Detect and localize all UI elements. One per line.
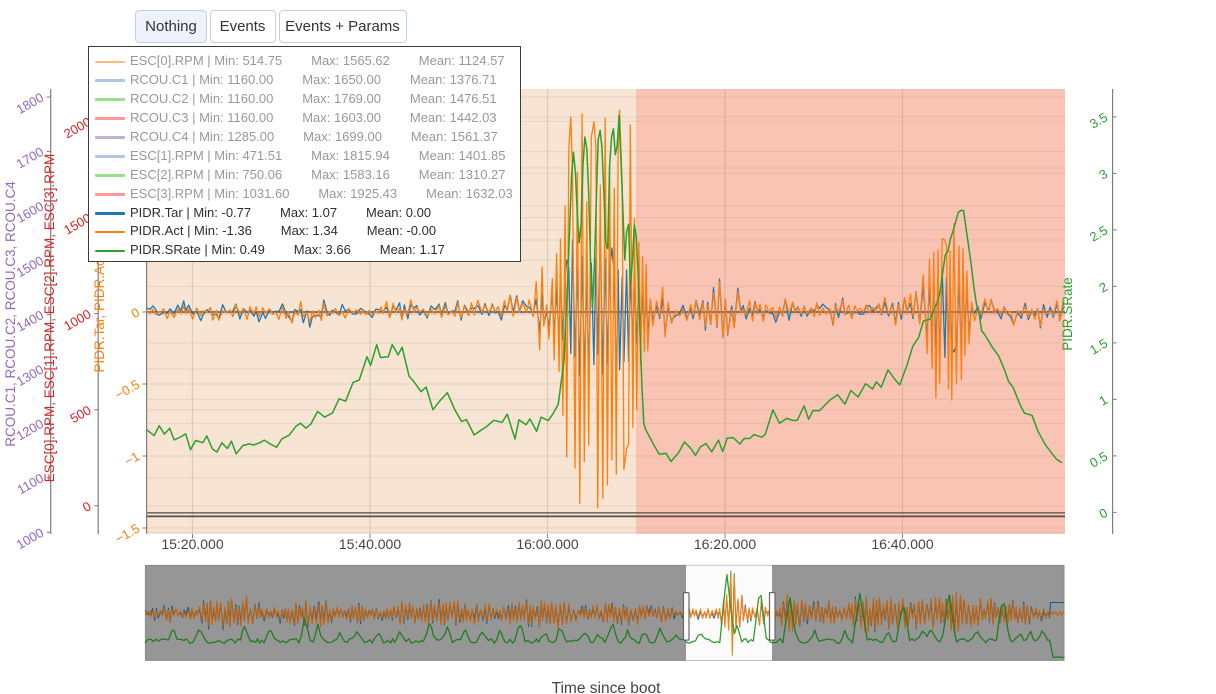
svg-text:−1.5: −1.5 <box>112 521 142 547</box>
svg-text:16:00.000: 16:00.000 <box>516 536 578 552</box>
svg-text:500: 500 <box>67 402 93 426</box>
svg-text:−0.5: −0.5 <box>112 377 142 403</box>
svg-text:PIDR.SRate: PIDR.SRate <box>1060 277 1075 351</box>
svg-text:1000: 1000 <box>61 306 94 333</box>
svg-text:2.5: 2.5 <box>1087 223 1110 245</box>
svg-text:−1: −1 <box>122 449 142 469</box>
svg-text:16:40.000: 16:40.000 <box>871 536 933 552</box>
svg-text:1000: 1000 <box>14 525 47 552</box>
svg-text:0: 0 <box>1096 505 1110 522</box>
svg-text:15:40.000: 15:40.000 <box>339 536 401 552</box>
svg-text:16:20.000: 16:20.000 <box>694 536 756 552</box>
svg-text:1800: 1800 <box>14 90 47 117</box>
svg-text:3: 3 <box>1096 166 1110 183</box>
svg-text:0.5: 0.5 <box>1087 449 1110 471</box>
svg-text:Time since boot: Time since boot <box>552 680 662 694</box>
svg-text:1.5: 1.5 <box>1087 336 1110 358</box>
svg-text:2: 2 <box>1096 279 1110 296</box>
svg-text:PIDR.Tar, PIDR.Act: PIDR.Tar, PIDR.Act <box>92 255 107 372</box>
svg-text:ESC[0].RPM, ESC[1].RPM, ESC[2]: ESC[0].RPM, ESC[1].RPM, ESC[2].RPM, ESC[… <box>42 154 57 483</box>
svg-text:3.5: 3.5 <box>1087 110 1110 132</box>
svg-text:1: 1 <box>1096 392 1110 409</box>
svg-text:RCOU.C1, RCOU.C2, RCOU.C3, RCO: RCOU.C1, RCOU.C2, RCOU.C3, RCOU.C4 <box>3 181 18 447</box>
svg-text:15:20.000: 15:20.000 <box>161 536 223 552</box>
svg-text:0: 0 <box>80 498 94 515</box>
svg-text:0: 0 <box>128 305 142 322</box>
